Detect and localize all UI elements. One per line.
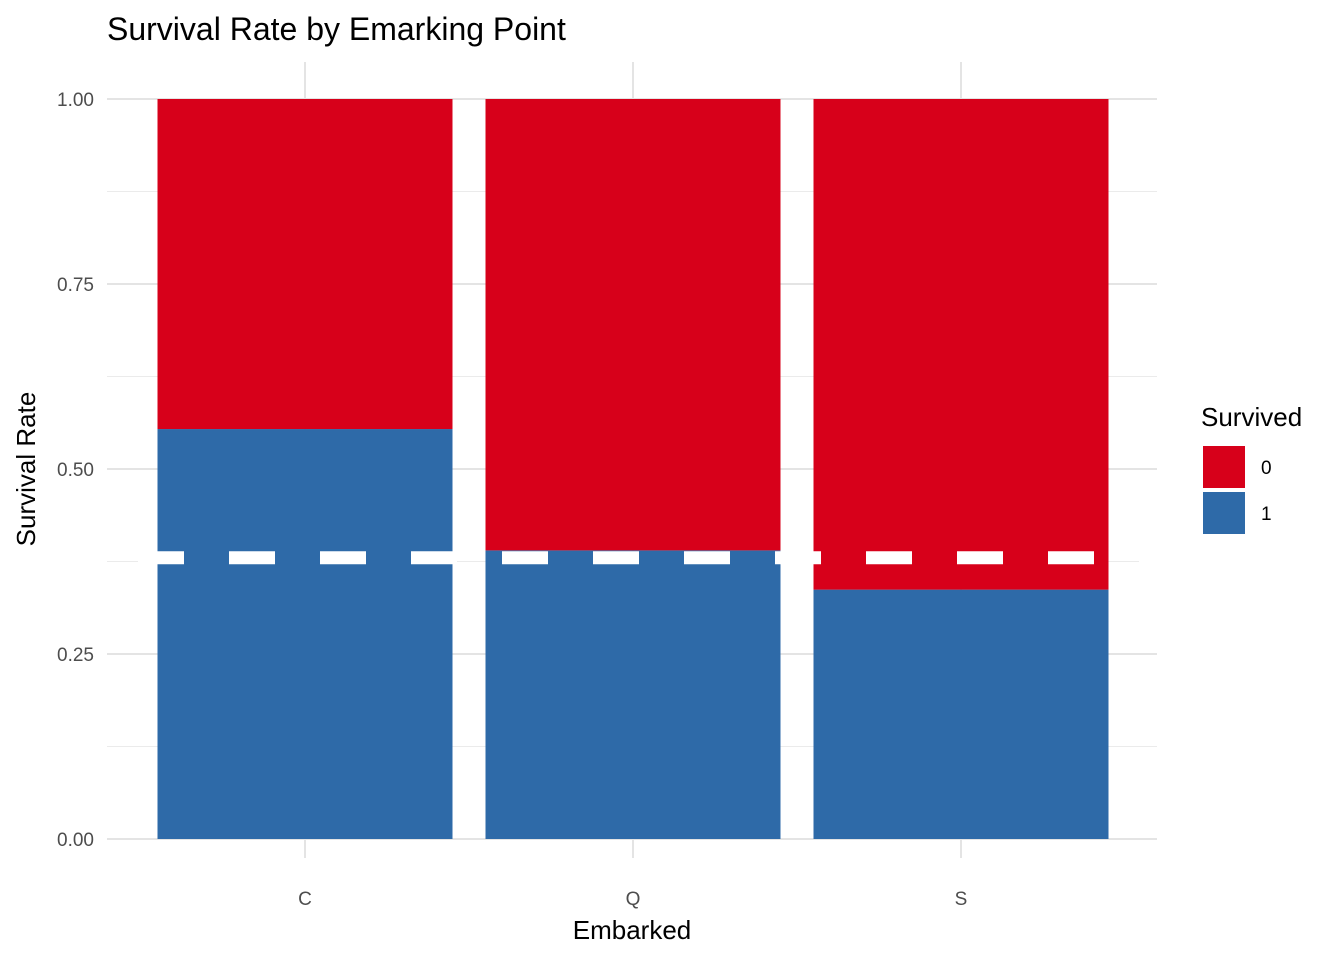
bar-Q-survived-0	[485, 99, 781, 551]
legend-label-0: 0	[1261, 458, 1272, 479]
y-tick-label: 1.00	[57, 90, 94, 111]
legend: 01	[1203, 446, 1272, 534]
bars	[157, 99, 1109, 839]
bar-C-survived-1	[157, 429, 453, 839]
y-tick-label: 0.00	[57, 830, 94, 851]
bar-C-survived-0	[157, 99, 453, 430]
x-tick-label: C	[298, 889, 312, 910]
y-tick-label: 0.25	[57, 645, 94, 666]
y-axis-ticks: 0.00 0.25 0.50 0.75 1.00	[57, 90, 94, 851]
legend-swatch-0	[1203, 446, 1245, 488]
bar-S-survived-1	[813, 589, 1109, 839]
bar-Q-survived-1	[485, 550, 781, 839]
legend-title: Survived	[1201, 402, 1302, 432]
chart-title: Survival Rate by Emarking Point	[107, 11, 566, 47]
y-tick-label: 0.50	[57, 460, 94, 481]
x-axis-title: Embarked	[573, 915, 692, 945]
y-tick-label: 0.75	[57, 275, 94, 296]
legend-swatch-1	[1203, 492, 1245, 534]
legend-label-1: 1	[1261, 504, 1272, 525]
bar-S-survived-0	[813, 99, 1109, 590]
y-axis-title: Survival Rate	[11, 392, 41, 547]
x-tick-label: Q	[626, 889, 641, 910]
x-tick-label: S	[955, 889, 968, 910]
